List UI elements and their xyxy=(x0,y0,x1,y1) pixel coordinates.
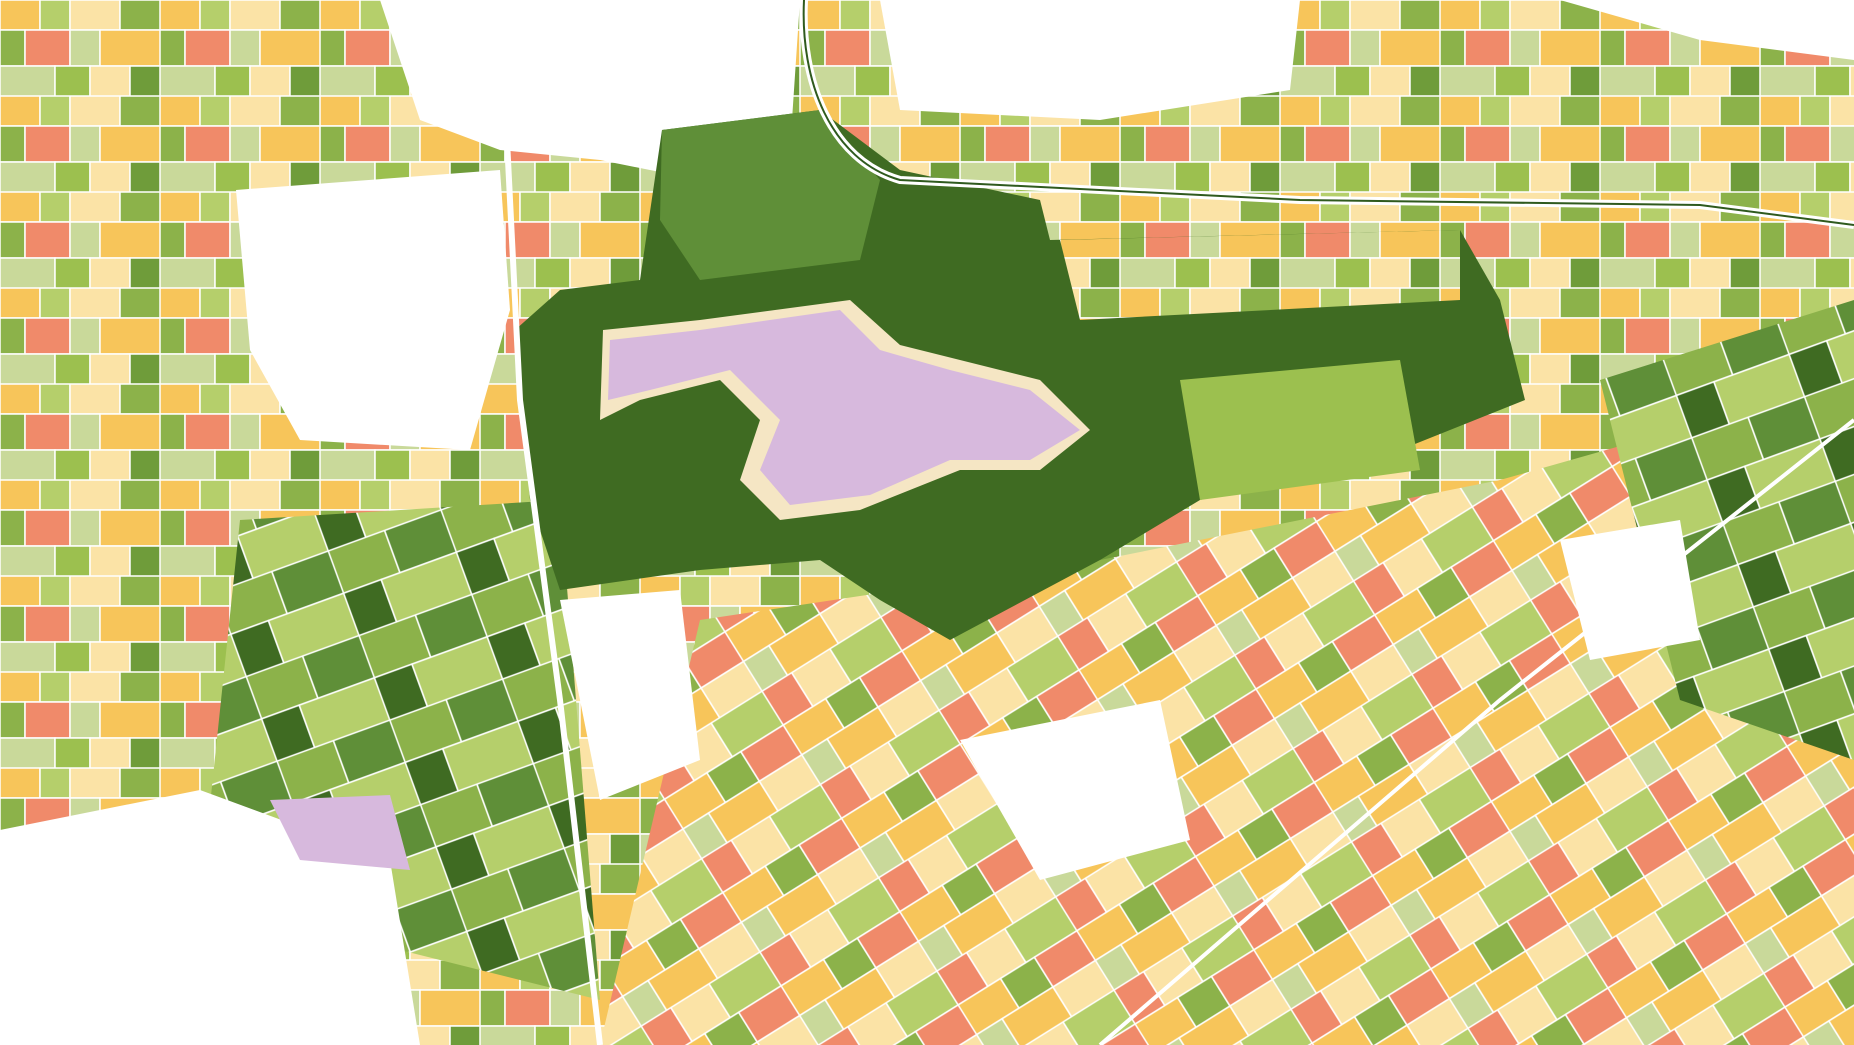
road xyxy=(497,0,603,1045)
forest-clearing-fields xyxy=(1060,230,1460,320)
road xyxy=(802,0,1854,226)
urban-area xyxy=(560,590,700,800)
heath xyxy=(270,795,410,870)
mixed-forest xyxy=(660,110,880,280)
urban-area xyxy=(236,170,510,450)
green-fields-east xyxy=(1600,300,1854,760)
fields-south xyxy=(600,380,1854,1045)
road xyxy=(1098,418,1854,1045)
urban-area xyxy=(1560,0,1854,60)
meadow xyxy=(1180,360,1420,500)
heath xyxy=(608,310,1080,505)
urban-area xyxy=(880,0,1300,120)
urban-area xyxy=(960,700,1190,880)
